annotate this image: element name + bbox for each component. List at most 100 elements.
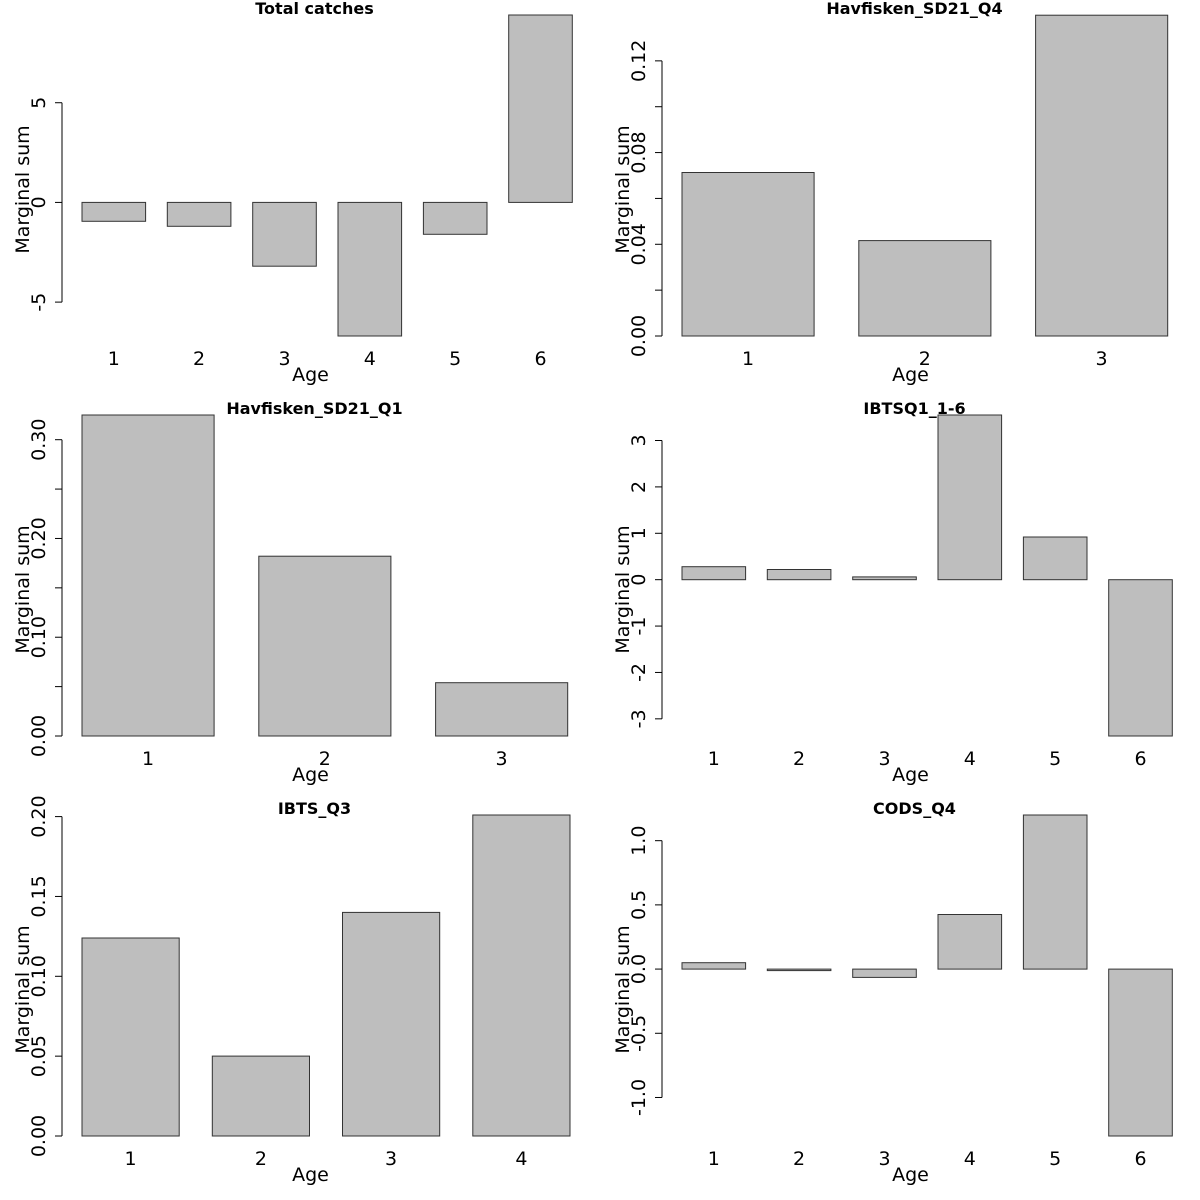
y-tick-label: -3: [628, 709, 650, 728]
x-tick-label: 3: [1096, 348, 1108, 370]
y-tick-label: 0.20: [28, 517, 50, 559]
x-tick-label: 5: [1049, 1148, 1061, 1170]
chart-panel: -1.0 -0.5 0.0 0.5 1.0 1 2 3 4 5 6 Age Marginal sum CO…: [612, 799, 1173, 1186]
x-tick-label: 6: [534, 348, 546, 370]
bar: [852, 576, 917, 581]
x-tick-label: 1: [742, 348, 754, 370]
bar: [211, 1055, 310, 1137]
y-tick-label: 0.10: [28, 955, 50, 997]
y-tick-label: 0.00: [28, 715, 50, 757]
chart-panel: -3 -2 -1 0 1 2 3 1 2 3 4 5 6 Age Marginal sum IBTSQ1_1-…: [612, 399, 1173, 786]
y-axis-title: Marginal sum: [12, 525, 34, 653]
bar: [937, 414, 1003, 581]
x-tick-label: 1: [142, 748, 154, 770]
x-axis-title: Age: [892, 1164, 929, 1186]
bar: [81, 414, 215, 737]
bar: [337, 201, 403, 337]
y-tick-label: 1: [628, 527, 650, 539]
x-tick-label: 2: [919, 348, 931, 370]
bar: [435, 682, 569, 737]
bar: [766, 569, 832, 581]
chart-title: IBTS_Q3: [278, 799, 351, 818]
bar: [1108, 968, 1173, 1137]
x-tick-label: 3: [496, 748, 508, 770]
x-tick-label: 2: [319, 748, 331, 770]
bar: [1035, 14, 1169, 337]
x-tick-label: 6: [1134, 1148, 1146, 1170]
y-tick-label: -5: [28, 293, 50, 312]
x-axis-title: Age: [292, 1164, 329, 1186]
y-tick-label: 0.00: [28, 1115, 50, 1157]
y-tick-label: 0: [628, 574, 650, 586]
y-tick-label: 0.00: [628, 315, 650, 357]
bar: [166, 201, 232, 227]
chart-panel: 0.00 0.05 0.10 0.15 0.20 1 2 3 4 Age Marginal sum I…: [12, 795, 571, 1186]
bar: [422, 201, 488, 235]
x-tick-label: 4: [964, 748, 976, 770]
x-tick-label: 1: [108, 348, 120, 370]
chart-title: Total catches: [255, 0, 373, 18]
y-axis-title: Marginal sum: [612, 525, 634, 653]
y-tick-label: -1: [628, 617, 650, 636]
bar: [258, 555, 392, 737]
chart-title: Havfisken_SD21_Q4: [826, 0, 1002, 18]
y-axis-title: Marginal sum: [12, 125, 34, 253]
bar: [1022, 536, 1088, 581]
y-tick-label: 5: [28, 97, 50, 109]
y-tick-label: -0.5: [628, 1015, 650, 1052]
x-tick-label: 4: [364, 348, 376, 370]
y-tick-label: 0.30: [28, 419, 50, 461]
bar: [81, 201, 147, 222]
bar: [681, 566, 747, 581]
bar: [472, 814, 571, 1137]
chart-title: Havfisken_SD21_Q1: [226, 399, 402, 418]
x-tick-label: 3: [878, 748, 890, 770]
x-tick-label: 5: [1049, 748, 1061, 770]
x-tick-label: 1: [125, 1148, 137, 1170]
bar: [766, 968, 832, 972]
y-tick-label: 0.10: [28, 616, 50, 658]
x-axis-title: Age: [892, 764, 929, 786]
bar: [852, 968, 917, 978]
x-axis-title: Age: [892, 364, 929, 386]
y-axis-title: Marginal sum: [12, 925, 34, 1053]
y-tick-label: 0.15: [28, 875, 50, 917]
x-tick-label: 2: [793, 1148, 805, 1170]
y-tick-label: 0: [28, 196, 50, 208]
chart-panel: -5 0 5 1 2 3 4 5 6 Age Marginal sum Total catches: [12, 0, 573, 386]
bar: [681, 172, 815, 337]
chart-panel: 0.00 0.10 0.20 0.30 1 2 3 Age Marginal sum Havfis…: [12, 399, 569, 786]
y-tick-label: -1.0: [628, 1079, 650, 1116]
x-tick-label: 1: [708, 748, 720, 770]
bar: [1022, 814, 1088, 970]
y-tick-label: 0.5: [628, 890, 650, 920]
y-tick-label: -2: [628, 663, 650, 682]
x-tick-label: 5: [449, 348, 461, 370]
bar: [508, 14, 573, 203]
y-tick-label: 0.20: [28, 795, 50, 837]
bar: [937, 914, 1003, 970]
x-tick-label: 3: [278, 348, 290, 370]
y-axis-title: Marginal sum: [612, 925, 634, 1053]
y-tick-label: 0.0: [628, 954, 650, 984]
bar: [681, 962, 747, 970]
bar: [252, 201, 317, 267]
x-tick-label: 6: [1134, 748, 1146, 770]
bar: [858, 240, 992, 337]
bar: [81, 937, 180, 1137]
x-tick-label: 4: [515, 1148, 527, 1170]
x-axis-title: Age: [292, 364, 329, 386]
x-tick-label: 4: [964, 1148, 976, 1170]
bar: [342, 911, 441, 1137]
y-tick-label: 1.0: [628, 826, 650, 856]
y-tick-label: 3: [628, 434, 650, 446]
chart-title: CODS_Q4: [873, 799, 956, 818]
x-tick-label: 3: [385, 1148, 397, 1170]
x-tick-label: 3: [878, 1148, 890, 1170]
y-tick-label: 0.04: [628, 223, 650, 265]
bar: [1108, 579, 1173, 737]
y-axis-title: Marginal sum: [612, 125, 634, 253]
y-tick-label: 0.05: [28, 1035, 50, 1077]
y-tick-label: 2: [628, 481, 650, 493]
